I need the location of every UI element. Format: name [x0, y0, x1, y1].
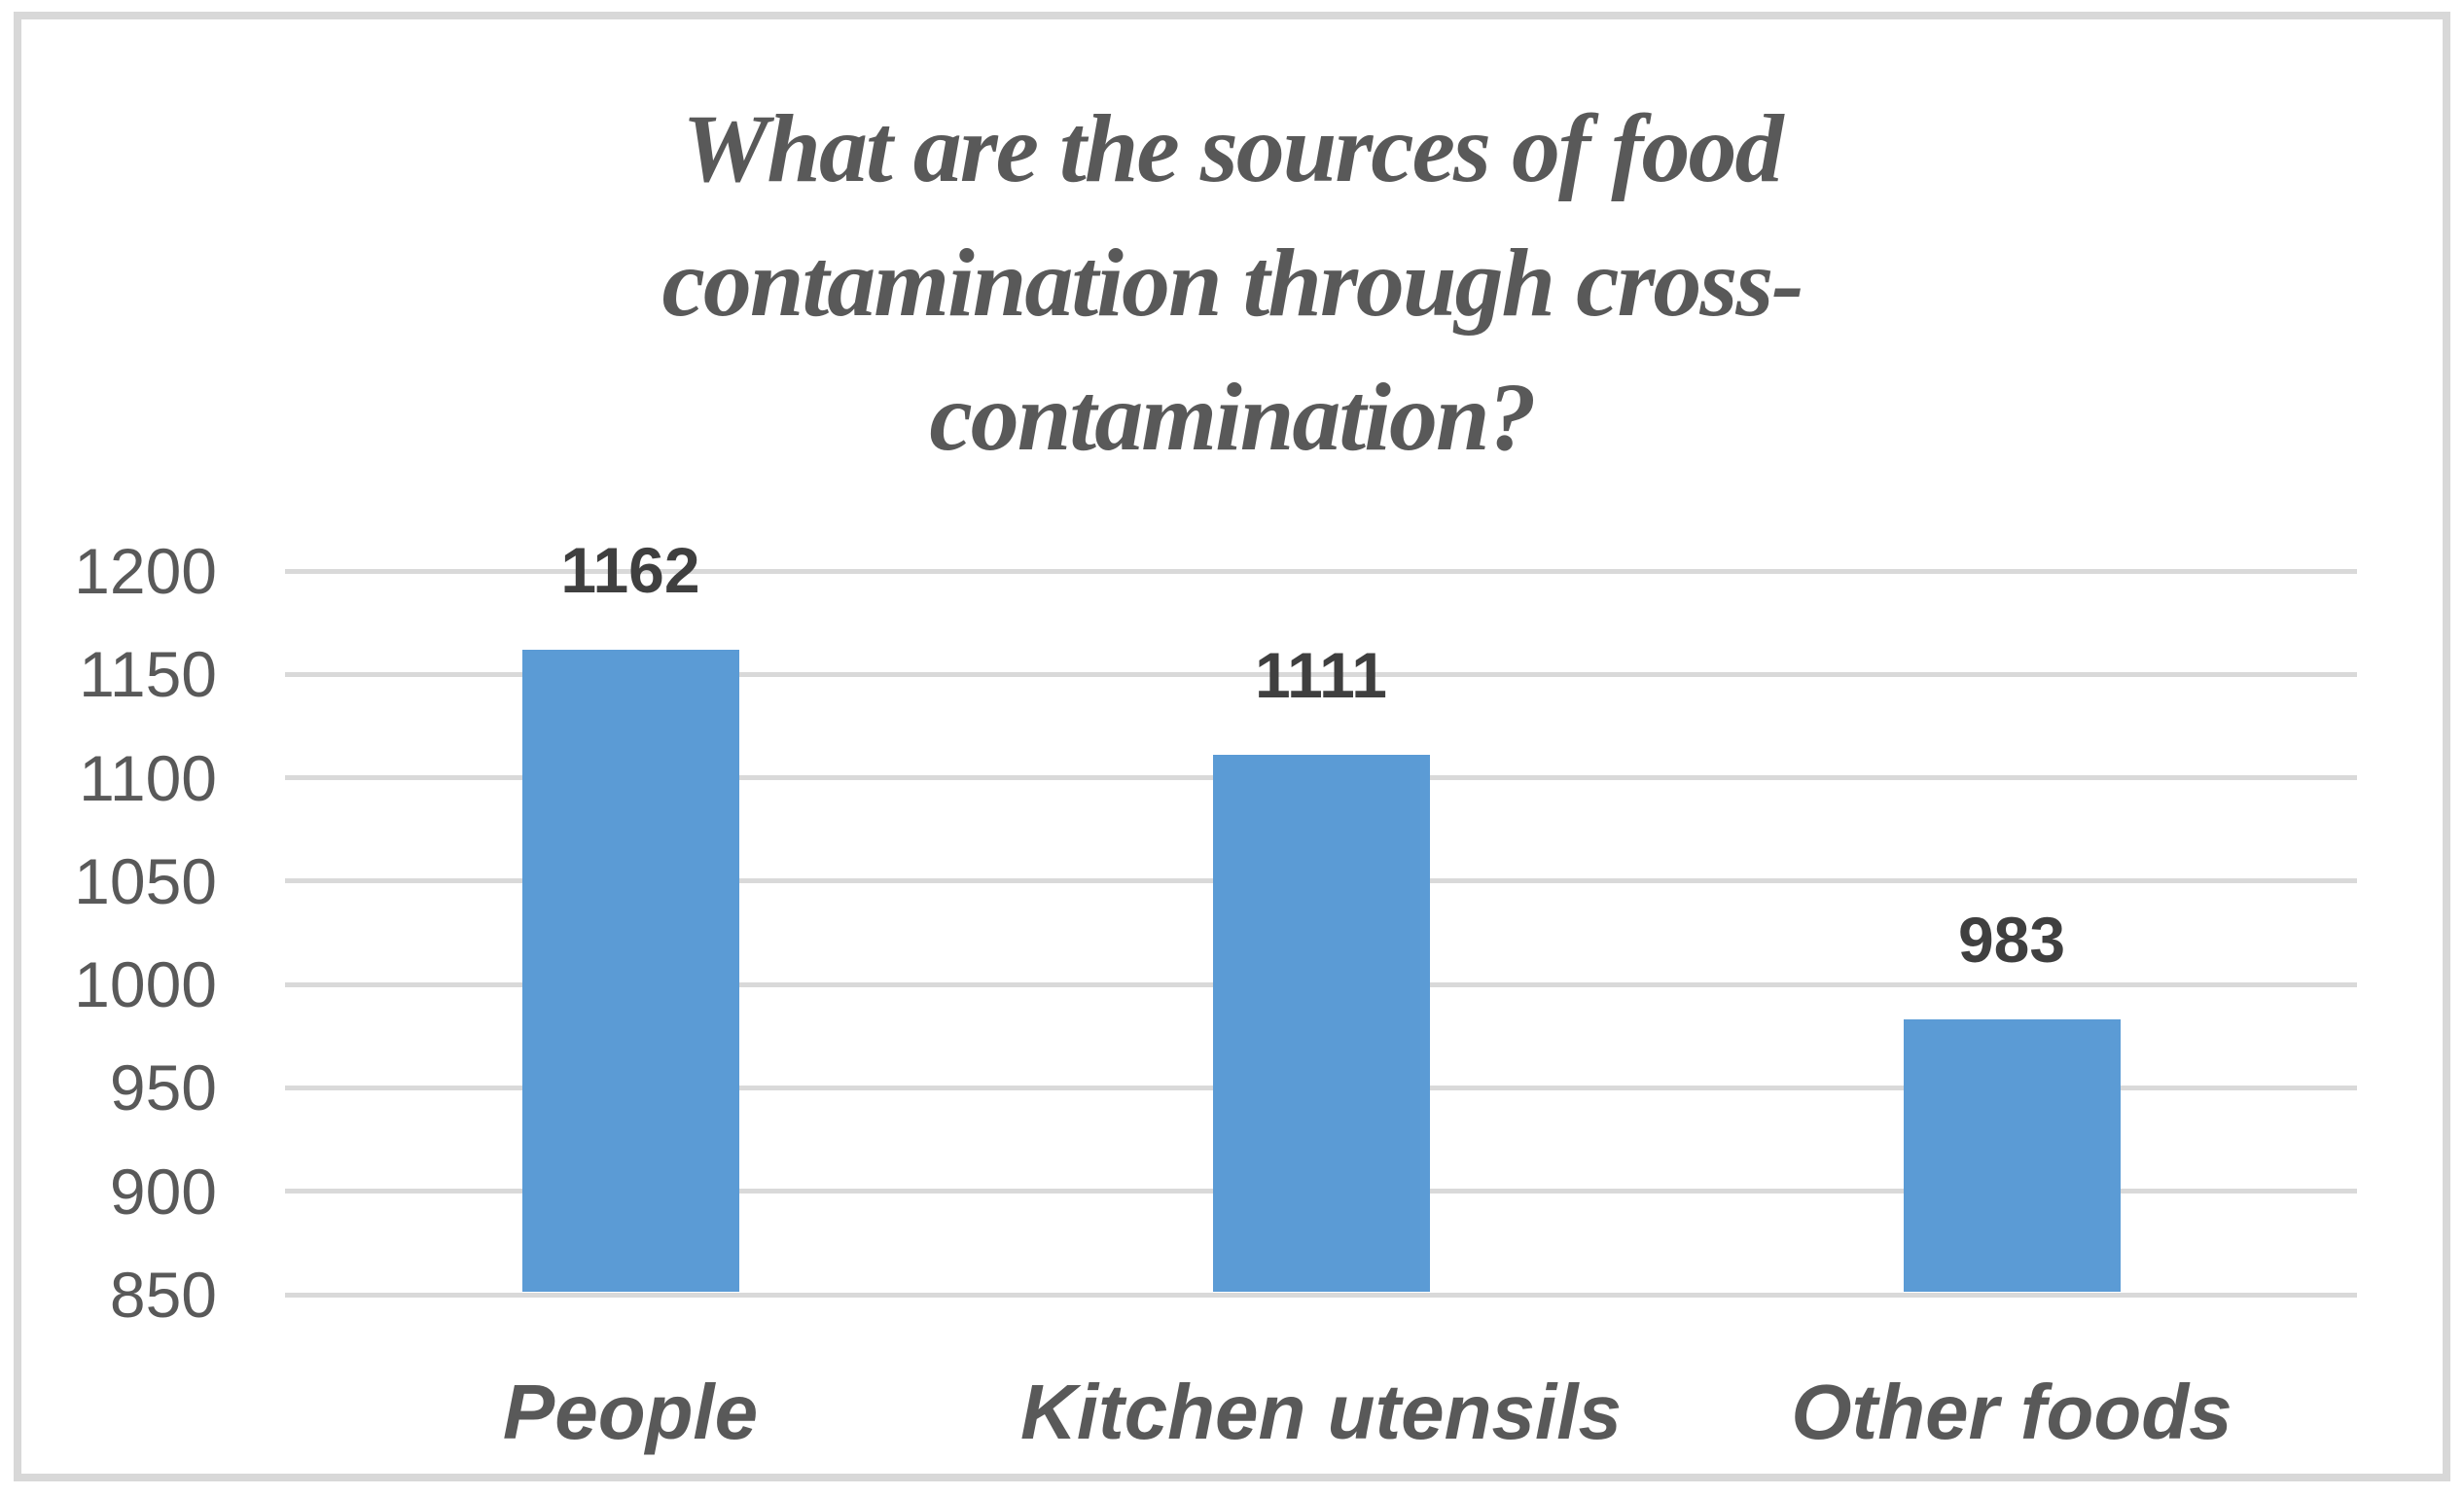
category-label-people: People	[502, 1369, 759, 1455]
y-axis-tick-label: 850	[109, 1259, 217, 1331]
chart-title: What are the sources of food contaminati…	[0, 82, 2464, 484]
data-label-other-foods: 983	[1957, 904, 2066, 977]
bar-kitchen-utensils	[1212, 755, 1430, 1292]
y-axis-tick-label: 1200	[74, 535, 217, 607]
y-axis-tick-label: 950	[109, 1051, 217, 1124]
data-label-kitchen-utensils: 1111	[1255, 639, 1387, 712]
y-axis-tick-label: 1050	[74, 844, 217, 917]
bar-other-foods	[1903, 1019, 2121, 1292]
gridline-1150	[285, 671, 2357, 677]
chart-title-line-1: What are the sources of food	[682, 94, 1783, 202]
bar-people	[521, 649, 739, 1292]
category-label-kitchen-utensils: Kitchen utensils	[1020, 1369, 1622, 1455]
y-axis-tick-label: 1150	[79, 638, 217, 711]
category-label-other-foods: Other foods	[1791, 1369, 2232, 1455]
gridline-1200	[285, 568, 2357, 574]
gridline-850	[285, 1292, 2357, 1298]
y-axis-tick-label: 1100	[79, 741, 217, 814]
y-axis-tick-label: 1000	[74, 948, 217, 1021]
chart-title-line-2: contamination through cross-	[661, 229, 1803, 337]
data-label-people: 1162	[560, 533, 700, 606]
y-axis-tick-label: 900	[109, 1155, 217, 1228]
chart-title-line-3: contamination?	[929, 363, 1536, 471]
